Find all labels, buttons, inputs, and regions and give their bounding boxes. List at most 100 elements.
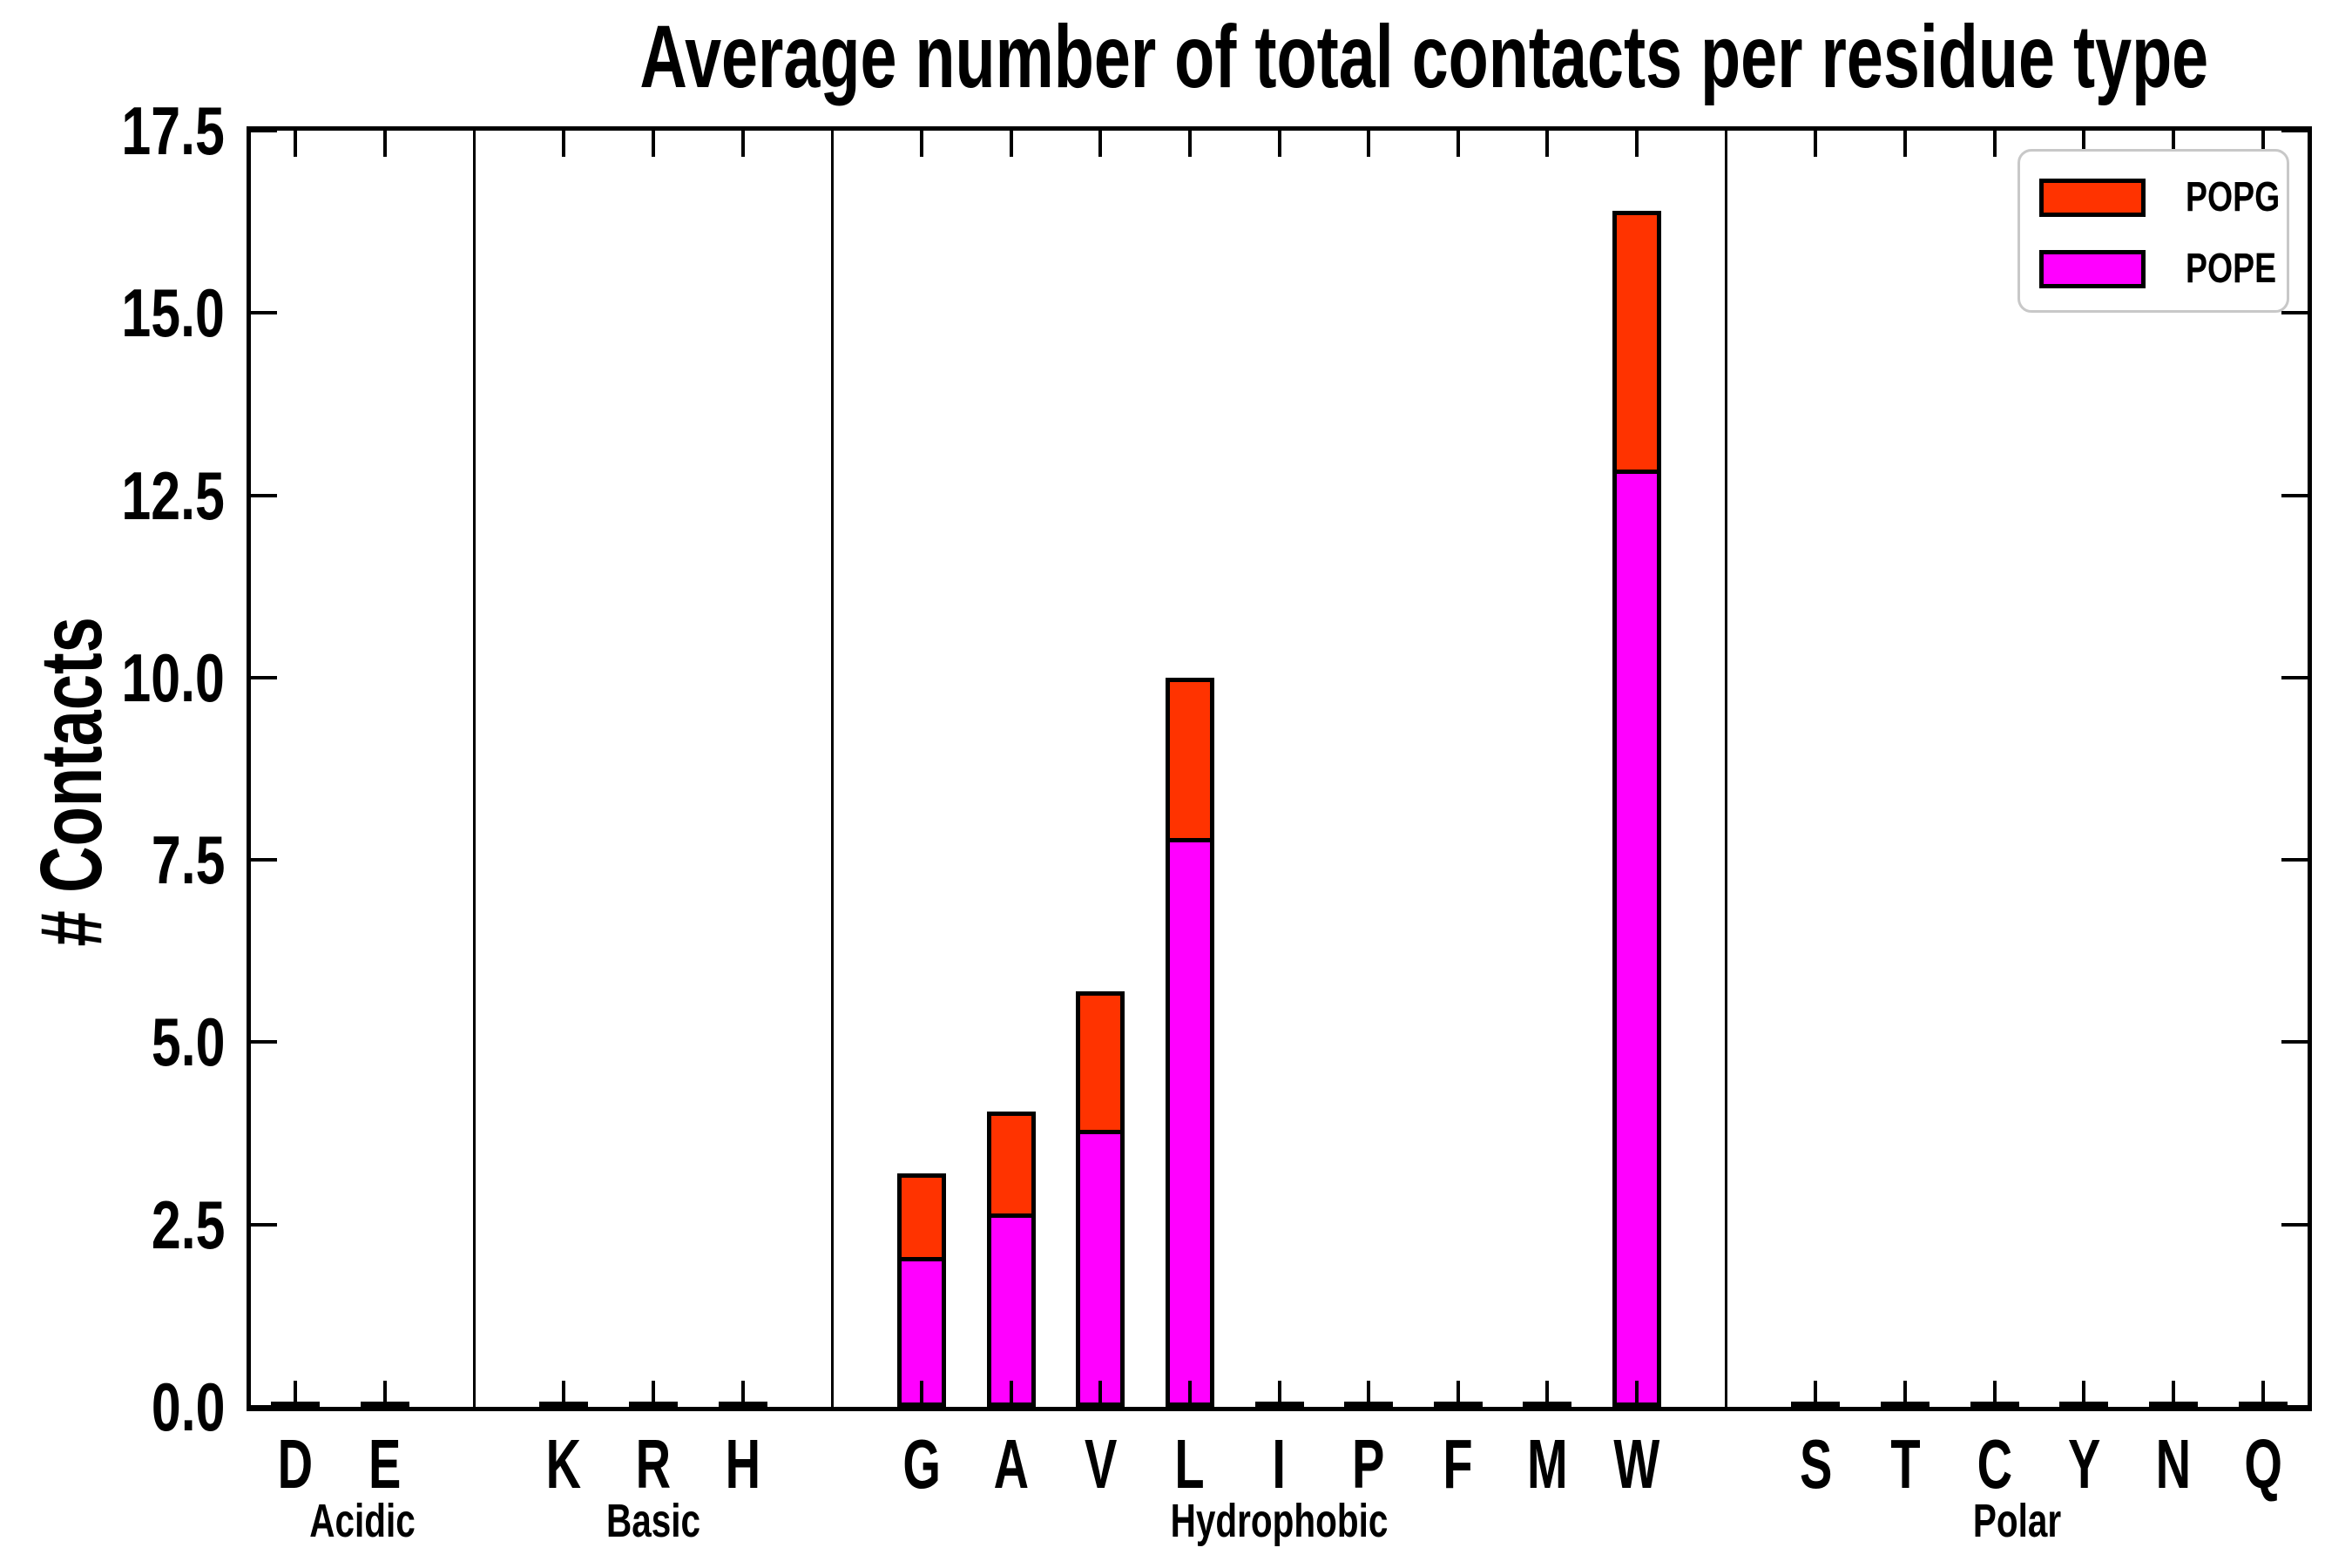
residue-label-text: M — [1527, 1425, 1568, 1503]
residue-label-text: S — [1799, 1425, 1833, 1503]
x-tick-bottom — [1456, 1381, 1460, 1407]
y-tick-left — [251, 675, 277, 679]
y-tick-label-text: 15.0 — [121, 274, 225, 352]
pope-legend-label: POPE — [2186, 246, 2277, 292]
residue-label-D: D — [226, 1427, 365, 1502]
popg-legend-label: POPG — [2186, 174, 2281, 220]
plot-inner — [251, 129, 2308, 1409]
residue-label-text: D — [278, 1425, 314, 1503]
residue-label-text: N — [2155, 1425, 2192, 1503]
x-tick-top — [562, 131, 566, 157]
x-tick-bottom — [1545, 1381, 1550, 1407]
bar-pope-L — [1165, 838, 1214, 1407]
y-tick-label: 7.5 — [0, 821, 225, 899]
y-tick-left — [251, 311, 277, 315]
group-divider — [1725, 131, 1728, 1407]
residue-label-text: Q — [2243, 1425, 2282, 1503]
x-tick-top — [1545, 131, 1550, 157]
y-tick-right — [2281, 858, 2308, 862]
y-tick-label: 2.5 — [0, 1186, 225, 1264]
y-tick-left — [251, 129, 277, 132]
x-tick-bottom — [1903, 1381, 1908, 1407]
y-tick-label: 10.0 — [0, 639, 225, 717]
group-divider — [830, 131, 834, 1407]
y-tick-label-text: 17.5 — [121, 92, 225, 169]
y-tick-right — [2281, 1222, 2308, 1227]
residue-label-text: E — [368, 1425, 402, 1503]
y-tick-label: 17.5 — [0, 91, 225, 170]
residue-label-Y: Y — [2014, 1427, 2153, 1502]
y-tick-label-text: 5.0 — [151, 1004, 225, 1081]
popg-color-swatch — [2039, 179, 2146, 217]
x-tick-bottom — [919, 1381, 923, 1407]
group-label-hydrophobic: Hydrophobic — [1062, 1495, 1497, 1547]
group-label-text: Acidic — [309, 1495, 416, 1547]
y-tick-label: 5.0 — [0, 1003, 225, 1081]
x-tick-bottom — [1814, 1381, 1818, 1407]
x-tick-top — [651, 131, 655, 157]
y-tick-right — [2281, 311, 2308, 315]
residue-label-text: F — [1443, 1425, 1473, 1503]
x-tick-bottom — [1635, 1381, 1639, 1407]
y-tick-right — [2281, 1405, 2308, 1409]
x-tick-top — [1456, 131, 1460, 157]
y-tick-right — [2281, 675, 2308, 679]
x-tick-bottom — [1992, 1381, 1997, 1407]
residue-label-F: F — [1389, 1427, 1528, 1502]
y-tick-label-text: 2.5 — [151, 1186, 225, 1263]
residue-label-R: R — [584, 1427, 723, 1502]
x-tick-bottom — [2172, 1381, 2176, 1407]
pope-color-swatch — [2039, 250, 2146, 288]
residue-label-K: K — [494, 1427, 633, 1502]
y-tick-label-text: 7.5 — [151, 821, 225, 899]
x-tick-top — [2082, 131, 2086, 157]
x-tick-bottom — [2261, 1381, 2265, 1407]
bar-pope-V — [1076, 1129, 1125, 1407]
residue-label-text: H — [725, 1425, 760, 1503]
residue-label-T: T — [1835, 1427, 1975, 1502]
x-tick-top — [740, 131, 745, 157]
residue-label-text: K — [546, 1425, 582, 1503]
group-label-acidic: Acidic — [145, 1495, 580, 1547]
y-tick-left — [251, 1222, 277, 1227]
y-tick-right — [2281, 129, 2308, 132]
x-tick-top — [919, 131, 923, 157]
y-tick-left — [251, 1405, 277, 1409]
legend: POPG POPE — [2017, 149, 2289, 313]
chart-title: Average number of total contacts per res… — [364, 9, 2208, 105]
bar-pope-A — [986, 1213, 1036, 1407]
y-tick-label-text: 12.5 — [121, 456, 225, 534]
x-tick-top — [1187, 131, 1192, 157]
x-tick-bottom — [1098, 1381, 1103, 1407]
residue-label-E: E — [315, 1427, 455, 1502]
x-tick-bottom — [740, 1381, 745, 1407]
residue-label-text: I — [1272, 1425, 1287, 1503]
x-tick-top — [2261, 131, 2265, 157]
chart-title-text: Average number of total contacts per res… — [639, 7, 2209, 106]
y-tick-label: 15.0 — [0, 274, 225, 352]
y-tick-label-text: 10.0 — [121, 639, 225, 716]
residue-label-A: A — [942, 1427, 1081, 1502]
x-tick-top — [1635, 131, 1639, 157]
y-tick-right — [2281, 1040, 2308, 1044]
x-tick-top — [294, 131, 298, 157]
residue-label-text: W — [1613, 1425, 1660, 1503]
residue-label-G: G — [852, 1427, 991, 1502]
bar-pope-W — [1612, 470, 1662, 1407]
x-tick-bottom — [651, 1381, 655, 1407]
y-tick-right — [2281, 493, 2308, 497]
residue-label-N: N — [2104, 1427, 2243, 1502]
x-tick-top — [2172, 131, 2176, 157]
group-label-text: Polar — [1972, 1495, 2062, 1547]
x-tick-bottom — [1009, 1381, 1013, 1407]
x-tick-bottom — [1187, 1381, 1192, 1407]
group-label-basic: Basic — [436, 1495, 871, 1547]
residue-label-Q: Q — [2193, 1427, 2333, 1502]
residue-label-V: V — [1031, 1427, 1170, 1502]
x-tick-bottom — [1367, 1381, 1371, 1407]
group-divider — [473, 131, 476, 1407]
bar-popg-W — [1612, 211, 1662, 475]
residue-label-text: V — [1084, 1425, 1117, 1503]
bar-popg-A — [986, 1111, 1036, 1219]
x-tick-top — [1009, 131, 1013, 157]
